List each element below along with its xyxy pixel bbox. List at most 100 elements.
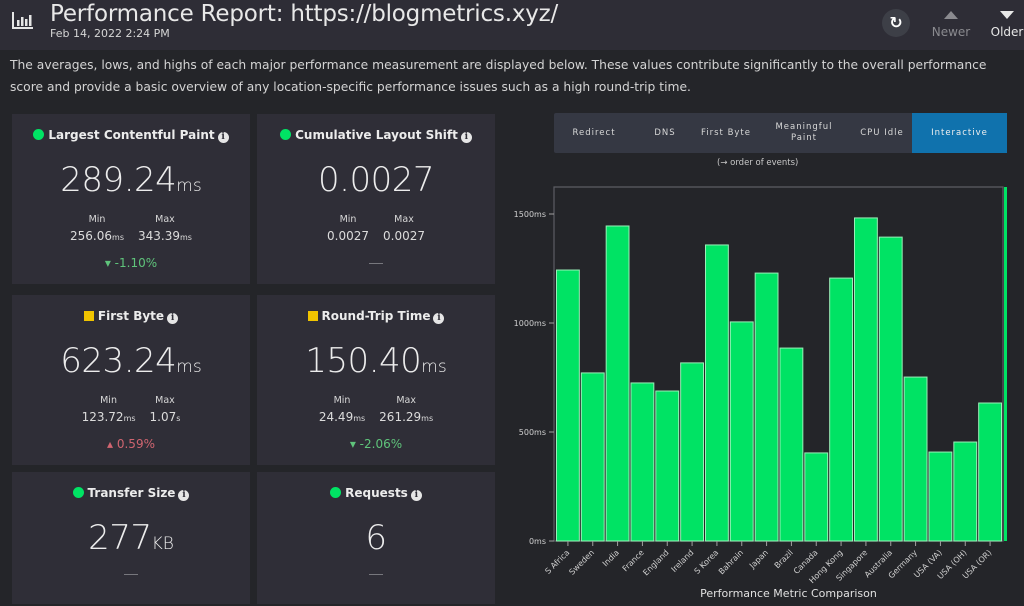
tab-label: Interactive bbox=[931, 127, 988, 138]
newer-label: Newer bbox=[931, 25, 971, 39]
metric-title: First Byte i bbox=[12, 309, 250, 324]
bar-s-africa bbox=[556, 269, 580, 542]
metric-card: First Byte i 623.24ms Min 123.72ms Max 1.… bbox=[12, 295, 250, 465]
status-dot-icon bbox=[72, 487, 84, 498]
report-header: Performance Report: https://blogmetrics.… bbox=[0, 0, 1024, 50]
metric-value-number: 623.24 bbox=[60, 341, 177, 381]
refresh-button[interactable]: ↻ bbox=[882, 9, 910, 37]
tab-redirect[interactable]: Redirect bbox=[554, 113, 634, 153]
tab-interactive[interactable]: Interactive bbox=[912, 113, 1007, 153]
metric-value-unit: ms bbox=[176, 357, 202, 377]
bar-germany bbox=[903, 376, 928, 542]
info-icon[interactable]: i bbox=[167, 313, 179, 324]
tab-label: CPU Idle bbox=[860, 127, 904, 138]
page-title: Performance Report: https://blogmetrics.… bbox=[50, 1, 559, 27]
min-label: Min bbox=[100, 395, 117, 406]
max-value: 343.39ms bbox=[138, 229, 192, 243]
bar-canada bbox=[804, 452, 829, 542]
max-label: Max bbox=[155, 395, 175, 406]
warning-square-icon bbox=[307, 311, 318, 321]
bar-england bbox=[655, 390, 680, 542]
status-dot-icon bbox=[33, 129, 45, 140]
metric-title: Cumulative Layout Shift i bbox=[257, 128, 495, 143]
no-change-dash bbox=[369, 574, 383, 575]
x-tick-label: Japan bbox=[747, 548, 770, 571]
status-dot-icon bbox=[330, 487, 342, 498]
bar-india bbox=[605, 225, 630, 542]
tab-cpu-idle[interactable]: CPU Idle bbox=[852, 113, 912, 153]
metric-value-unit: KB bbox=[151, 534, 174, 554]
bar-s-korea bbox=[705, 244, 729, 542]
event-tabs: Redirect DNS First Byte Meaningful Paint CPU… bbox=[554, 113, 1007, 153]
info-icon[interactable]: i bbox=[433, 313, 445, 324]
info-icon[interactable]: i bbox=[460, 132, 472, 143]
metric-value: 0.0027 bbox=[257, 160, 495, 200]
x-tick-label: India bbox=[601, 548, 621, 568]
min-value: 24.49ms bbox=[318, 410, 366, 424]
min-label: Min bbox=[339, 214, 357, 225]
metric-title-text: Round-Trip Time bbox=[321, 309, 431, 323]
max-label: Max bbox=[394, 214, 414, 225]
info-icon[interactable]: i bbox=[410, 490, 422, 501]
min-label: Min bbox=[88, 214, 106, 225]
no-change-dash bbox=[369, 263, 383, 264]
bar-usa-va- bbox=[928, 451, 953, 542]
y-tick-label: 500ms bbox=[519, 428, 546, 437]
metric-value-number: 277 bbox=[88, 518, 152, 558]
tab-meaningful-paint[interactable]: Meaningful Paint bbox=[756, 113, 852, 153]
bar-brazil bbox=[779, 347, 804, 542]
tab-dns[interactable]: DNS bbox=[634, 113, 696, 153]
x-tick-label: Ireland bbox=[670, 548, 696, 574]
y-tick-label: 0ms bbox=[529, 537, 546, 546]
bar-japan bbox=[754, 272, 779, 542]
min-value: 123.72ms bbox=[81, 410, 136, 424]
x-tick-label: Brazil bbox=[773, 548, 795, 570]
older-label: Older bbox=[990, 25, 1024, 39]
metric-title: Transfer Size i bbox=[12, 486, 250, 501]
x-tick-label: England bbox=[641, 548, 670, 577]
scroll-indicator bbox=[1004, 187, 1007, 541]
metric-title: Requests i bbox=[257, 486, 495, 501]
no-change-dash bbox=[124, 574, 138, 575]
metric-title-text: Transfer Size bbox=[87, 486, 176, 500]
x-tick-label: S Africa bbox=[543, 548, 571, 576]
status-dot-icon bbox=[280, 129, 292, 140]
metric-card: Requests i 6 bbox=[257, 472, 495, 604]
plot-frame bbox=[553, 186, 1004, 542]
bar-australia bbox=[878, 236, 903, 542]
tab-first-byte[interactable]: First Byte bbox=[696, 113, 756, 153]
bar-usa-oh- bbox=[953, 441, 978, 542]
metric-title-text: First Byte bbox=[97, 309, 165, 323]
metric-title-text: Requests bbox=[345, 486, 408, 500]
older-button[interactable]: Older bbox=[982, 6, 1024, 39]
metric-value-number: 150.40 bbox=[305, 341, 422, 381]
bar-ireland bbox=[680, 362, 705, 542]
metric-min-max: Min 24.49ms Max 261.29ms bbox=[257, 395, 495, 424]
bar-sweden bbox=[580, 372, 605, 542]
newer-button[interactable]: Newer bbox=[926, 6, 976, 39]
metric-min-max: Min 256.06ms Max 343.39ms bbox=[12, 214, 250, 243]
bar-bahrain bbox=[729, 321, 754, 542]
metric-value-number: 0.0027 bbox=[318, 160, 434, 200]
info-icon[interactable]: i bbox=[178, 490, 190, 501]
metric-title: Largest Contentful Paint i bbox=[12, 128, 250, 143]
bar-hong-kong bbox=[829, 277, 853, 542]
triangle-down-icon bbox=[1000, 11, 1014, 19]
report-description: The averages, lows, and highs of each ma… bbox=[10, 58, 987, 94]
tab-label: Meaningful Paint bbox=[775, 122, 833, 143]
metric-card: Largest Contentful Paint i 289.24ms Min 2… bbox=[12, 114, 250, 284]
bar-chart-icon bbox=[12, 12, 33, 29]
metric-value-number: 6 bbox=[365, 518, 387, 558]
min-value: 256.06ms bbox=[70, 229, 124, 243]
y-tick-label: 1000ms bbox=[514, 319, 546, 328]
triangle-up-icon bbox=[944, 11, 958, 19]
info-icon[interactable]: i bbox=[217, 132, 229, 143]
metric-delta: ▾ -2.06% bbox=[349, 437, 403, 451]
min-value: 0.0027 bbox=[327, 229, 369, 243]
max-value: 1.07s bbox=[149, 410, 181, 424]
event-order-caption: (→ order of events) bbox=[717, 158, 799, 168]
max-label: Max bbox=[396, 395, 416, 406]
metric-value-number: 289.24 bbox=[60, 160, 177, 200]
metric-value: 623.24ms bbox=[12, 341, 250, 381]
